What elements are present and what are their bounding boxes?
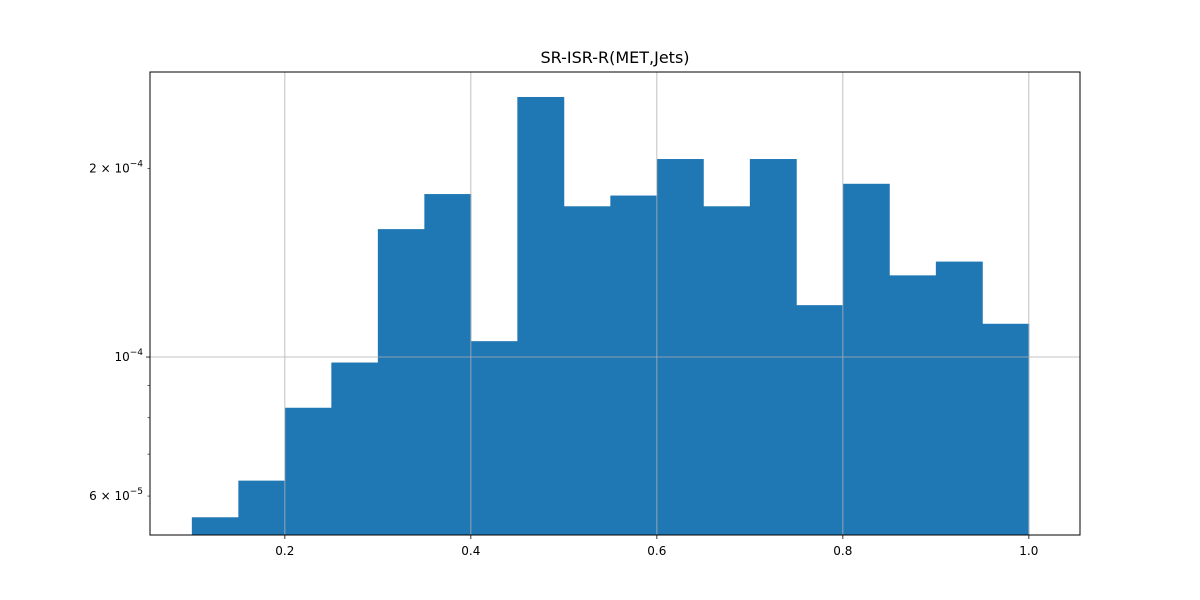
y-tick-label-base: 2 × 10 — [89, 161, 130, 175]
histogram-bar — [191, 517, 239, 535]
histogram-bar — [656, 159, 704, 535]
histogram-bar — [424, 194, 472, 536]
histogram-bar — [238, 480, 286, 535]
histogram-bar — [935, 261, 983, 535]
histogram-bar — [982, 323, 1030, 535]
x-tick-label: 0.2 — [275, 544, 294, 558]
x-tick-label: 0.4 — [461, 544, 480, 558]
bars-group — [191, 96, 1030, 536]
y-tick-label: 2 × 10−4 — [89, 159, 143, 175]
y-axis: 10−46 × 10−52 × 10−4 — [89, 159, 150, 503]
plot-frame — [149, 71, 1081, 536]
y-tick-label-exponent: −4 — [130, 159, 144, 169]
y-tick-label: 6 × 10−5 — [89, 487, 143, 503]
y-tick-label-base: 10 — [114, 350, 129, 364]
histogram-bar — [842, 183, 890, 535]
histogram-bar — [284, 407, 332, 535]
y-tick-label-exponent: −4 — [130, 348, 144, 358]
histogram-bar — [563, 206, 611, 535]
y-tick-label-base: 6 × 10 — [89, 489, 130, 503]
histogram-bar — [749, 159, 797, 535]
x-tick-label: 1.0 — [1019, 544, 1038, 558]
x-axis: 0.2 0.4 0.6 0.8 1.0 — [275, 535, 1038, 558]
grid-lines — [150, 72, 1080, 535]
histogram-bar — [610, 195, 658, 535]
x-tick-label: 0.8 — [833, 544, 852, 558]
chart-title: SR-ISR-R(MET,Jets) — [540, 48, 689, 67]
y-tick-label: 10−4 — [114, 348, 143, 364]
histogram-bar — [796, 305, 844, 535]
histogram-bar — [377, 229, 425, 536]
histogram-bar — [889, 275, 937, 535]
histogram-bar — [470, 341, 518, 535]
histogram-bar — [331, 362, 379, 535]
y-tick-label-exponent: −5 — [130, 487, 143, 497]
histogram-bar — [703, 206, 751, 535]
x-tick-label: 0.6 — [647, 544, 666, 558]
histogram-bar — [517, 96, 565, 535]
